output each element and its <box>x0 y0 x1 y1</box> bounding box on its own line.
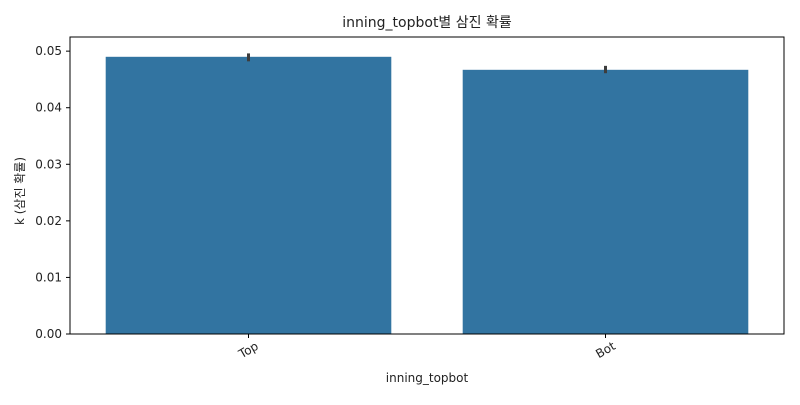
y-tick-label: 0.00 <box>35 327 62 341</box>
bar-top <box>105 56 392 335</box>
plot-area: Top Bot 0.00 0.01 0.02 0.03 0.04 0.05 <box>35 36 785 362</box>
x-axis-label: inning_topbot <box>386 371 469 385</box>
y-tick-label: 0.01 <box>35 270 62 284</box>
bar-bot <box>462 69 749 334</box>
x-tick-label: Bot <box>593 339 618 361</box>
x-tick-label: Top <box>235 339 260 362</box>
y-tick-label: 0.02 <box>35 214 62 228</box>
y-tick-label: 0.03 <box>35 157 62 171</box>
chart-title: inning_topbot별 삼진 확률 <box>342 15 512 31</box>
plot-frame <box>69 36 785 335</box>
y-tick-label: 0.04 <box>35 101 62 115</box>
y-axis-label: k (삼진 확률) <box>13 157 27 225</box>
y-tick-label: 0.05 <box>35 44 62 58</box>
